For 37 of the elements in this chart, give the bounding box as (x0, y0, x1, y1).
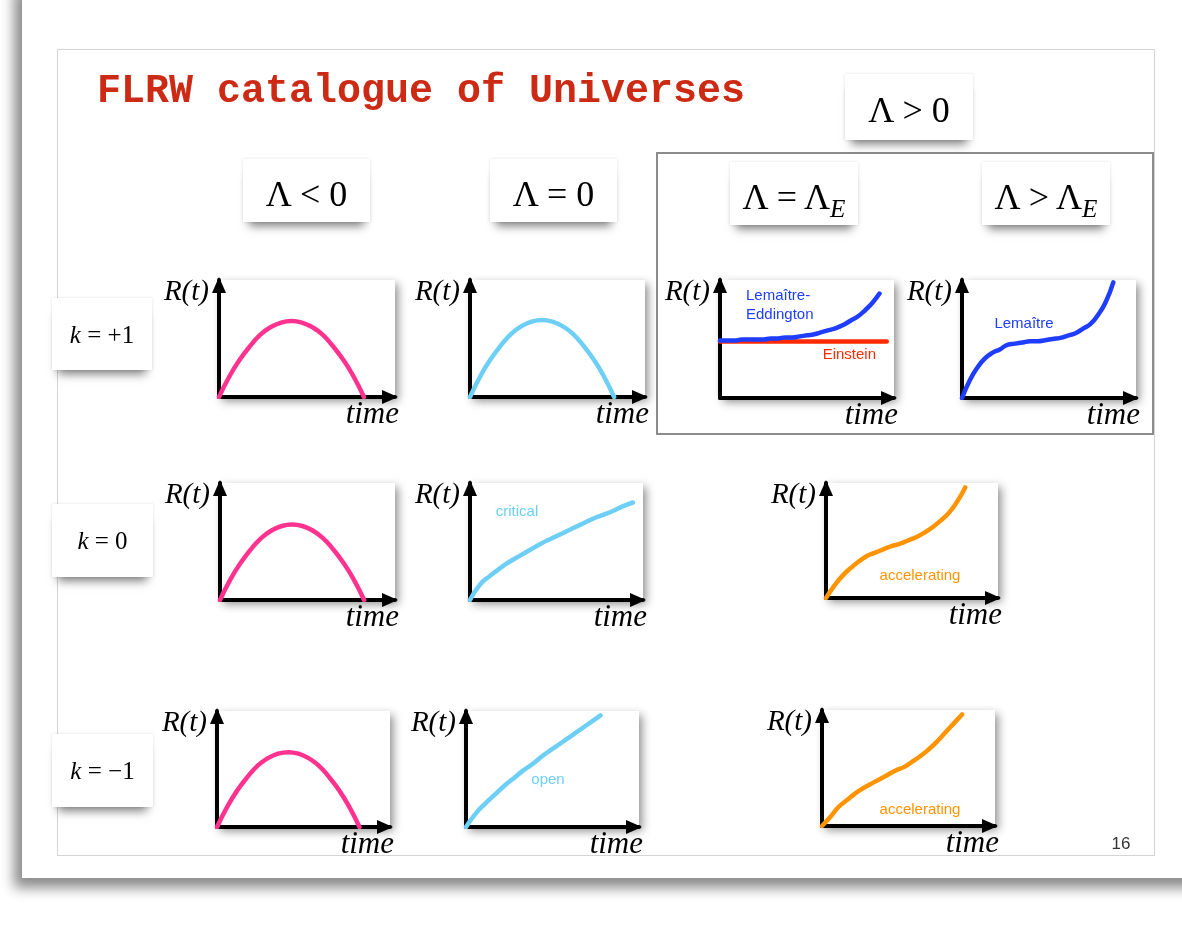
y-axis-title: R(t) (160, 704, 207, 738)
text: Λ > Λ$_{E}$ (994, 176, 1098, 222)
x-axis-title: time (593, 598, 648, 633)
x-axis-title: time (340, 825, 395, 860)
x-axis-title: time (345, 598, 400, 633)
x-axis-title: time (345, 395, 400, 430)
x-axis-title: time (595, 395, 650, 430)
series-label: Lemaître (994, 313, 1054, 331)
series-label: Einstein (822, 344, 876, 362)
y-axis-title: R(t) (765, 703, 812, 737)
series-label: critical (495, 501, 539, 519)
x-axis-title: time (844, 396, 899, 431)
text: k = −1 (70, 757, 135, 784)
y-axis-title: R(t) (663, 273, 710, 307)
y-axis-title: R(t) (163, 476, 210, 510)
y-axis-title: R(t) (413, 476, 460, 510)
text: Λ > 0 (868, 90, 950, 130)
text: 16 (1111, 833, 1131, 853)
x-axis-title: time (589, 825, 644, 860)
text: k = +1 (69, 320, 135, 348)
text: FLRW catalogue of Universes (97, 69, 746, 114)
y-axis-title: R(t) (905, 273, 952, 307)
x-axis-title: time (1086, 396, 1141, 431)
y-axis-title: R(t) (409, 704, 456, 738)
text: Λ = 0 (512, 173, 595, 214)
text: k = 0 (77, 527, 128, 554)
x-axis-title: time (948, 596, 1003, 631)
y-axis-title: R(t) (413, 273, 460, 307)
series-label: open (531, 769, 565, 787)
text: Λ = Λ$_{E}$ (742, 176, 846, 222)
series-label: accelerating (879, 565, 961, 583)
text: Λ < 0 (265, 173, 348, 214)
series-label: accelerating (879, 799, 961, 817)
x-axis-title: time (945, 824, 1000, 859)
y-axis-title: R(t) (162, 273, 209, 307)
series-label: Lemaître-Eddington (746, 286, 814, 322)
y-axis-title: R(t) (769, 476, 816, 510)
